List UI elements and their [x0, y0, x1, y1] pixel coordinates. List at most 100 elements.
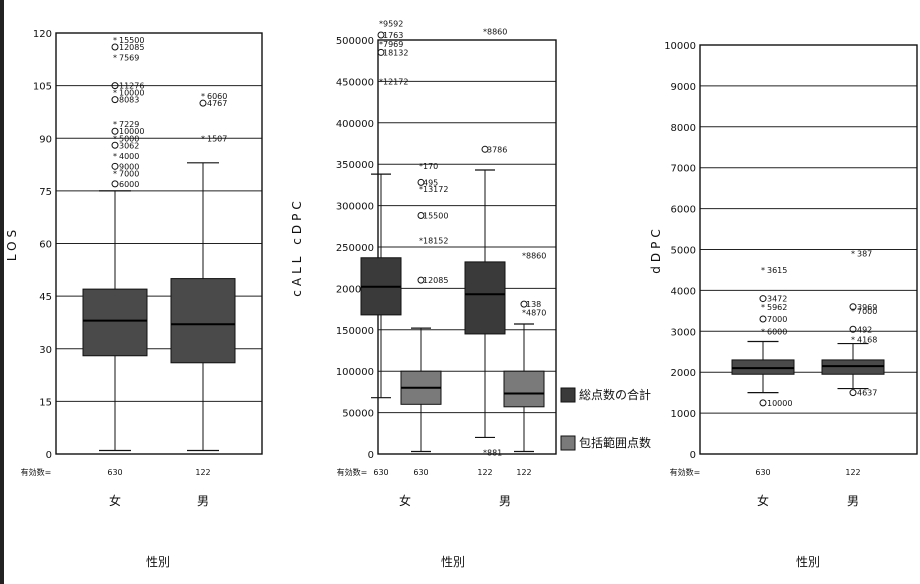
outlier-label: 3615 — [767, 266, 787, 275]
outlier-label: 7000 — [767, 315, 787, 324]
outlier-marker: * — [419, 185, 423, 194]
outlier-marker: * — [851, 307, 855, 316]
outlier-label: 18152 — [423, 236, 448, 245]
outlier-label: 15500 — [119, 36, 144, 45]
outlier-label: 8083 — [119, 96, 139, 105]
outlier-marker: * — [379, 19, 383, 28]
outlier-label: 1507 — [207, 134, 227, 143]
y-tick-label: 150000 — [336, 326, 374, 337]
outlier-marker — [759, 399, 767, 407]
outlier-marker: * — [851, 335, 855, 344]
y-tick-label: 1000 — [671, 409, 696, 420]
y-axis-label: dDPC — [649, 225, 663, 273]
y-tick-label: 100000 — [336, 367, 374, 378]
outlier-label: 7000 — [857, 307, 877, 316]
outlier-label: 10000 — [767, 399, 792, 408]
outlier-marker: * — [379, 40, 383, 49]
outlier-marker: * — [113, 54, 117, 63]
counts-label: 有効数= — [670, 467, 701, 477]
outlier-marker: * — [113, 134, 117, 143]
plot-frame — [699, 44, 918, 455]
count-value: 122 — [195, 468, 210, 477]
outlier-label: 12085 — [119, 43, 144, 52]
outlier-marker: * — [113, 169, 117, 178]
legend-label: 包括範囲点数 — [579, 435, 651, 450]
y-tick-label: 500000 — [336, 36, 374, 47]
outlier-label: 492 — [857, 325, 872, 334]
outlier-marker — [111, 96, 119, 104]
y-tick-label: 0 — [690, 450, 696, 461]
outlier-label: 6060 — [207, 92, 227, 101]
count-value: 630 — [413, 468, 428, 477]
outlier-label: 4000 — [119, 152, 139, 161]
outlier-marker — [417, 276, 425, 284]
outlier-label: 3969 — [857, 303, 877, 312]
category-label: 男 — [847, 494, 859, 508]
box-iqr — [503, 370, 545, 408]
y-tick-label: 75 — [39, 187, 52, 198]
counts-label: 有効数= — [337, 467, 368, 477]
category-label: 女 — [399, 493, 411, 508]
category-label: 女 — [757, 493, 769, 508]
outlier-marker: * — [113, 152, 117, 161]
legend-swatch — [560, 435, 576, 451]
count-value: 630 — [755, 468, 770, 477]
outlier-label: 8860 — [487, 28, 507, 37]
x-axis-label: 性別 — [441, 555, 465, 569]
outlier-marker — [111, 141, 119, 149]
outlier-marker: * — [761, 266, 765, 275]
y-tick-label: 105 — [33, 82, 52, 93]
y-tick-label: 30 — [39, 345, 52, 356]
outlier-marker: * — [201, 134, 205, 143]
outlier-marker — [111, 162, 119, 170]
outlier-label: 3062 — [119, 141, 139, 150]
outlier-label: 9000 — [119, 162, 139, 171]
outlier-marker: * — [419, 236, 423, 245]
outlier-marker — [759, 315, 767, 323]
outlier-label: 6000 — [119, 180, 139, 189]
outlier-label: 5962 — [767, 303, 787, 312]
y-tick-label: 120 — [33, 29, 52, 40]
outlier-marker: * — [522, 251, 526, 260]
y-tick-label: 250000 — [336, 243, 374, 254]
y-tick-label: 4000 — [671, 286, 696, 297]
y-tick-label: 9000 — [671, 82, 696, 93]
outlier-marker — [199, 99, 207, 107]
outlier-marker: * — [761, 303, 765, 312]
count-value: 630 — [373, 468, 388, 477]
outlier-label: 6000 — [767, 327, 787, 336]
outlier-marker — [759, 295, 767, 303]
outlier-marker — [377, 48, 385, 56]
outlier-marker — [849, 389, 857, 397]
outlier-label: 9592 — [383, 19, 403, 28]
outlier-label: 11276 — [119, 82, 144, 91]
y-tick-label: 90 — [39, 134, 52, 145]
y-tick-label: 60 — [39, 240, 52, 251]
outlier-label: 495 — [423, 178, 438, 187]
y-tick-label: 300000 — [336, 202, 374, 213]
y-tick-label: 8000 — [671, 123, 696, 134]
outlier-label: 1763 — [383, 31, 403, 40]
outlier-label: 10000 — [119, 127, 144, 136]
outlier-marker — [377, 31, 385, 39]
outlier-label: 7569 — [119, 54, 139, 63]
outlier-label: 4637 — [857, 389, 877, 398]
y-axis-label: LOS — [5, 226, 19, 261]
outlier-marker — [111, 82, 119, 90]
y-tick-label: 45 — [39, 292, 52, 303]
outlier-label: 5000 — [119, 134, 139, 143]
outlier-marker: * — [201, 92, 205, 101]
outlier-marker: * — [761, 327, 765, 336]
y-tick-label: 0 — [46, 450, 52, 461]
legend-swatch — [560, 387, 576, 403]
outlier-label: 12085 — [423, 276, 448, 285]
outlier-label: 387 — [857, 250, 872, 259]
legend-label: 総点数の合計 — [579, 387, 651, 402]
outlier-marker: * — [113, 36, 117, 45]
plot-frame — [377, 39, 557, 455]
outlier-marker: * — [483, 28, 487, 37]
outlier-label: 4870 — [526, 308, 546, 317]
y-tick-label: 50000 — [342, 409, 374, 420]
outlier-marker — [520, 300, 528, 308]
outlier-marker — [111, 180, 119, 188]
